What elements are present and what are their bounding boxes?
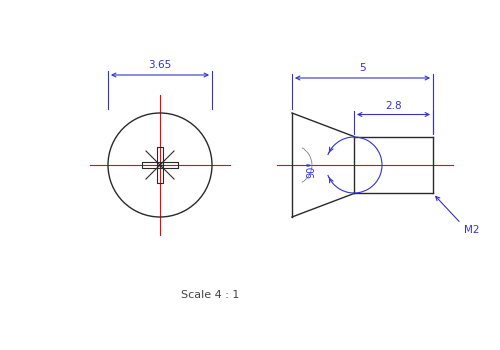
Text: 2.8: 2.8 <box>385 100 402 111</box>
Text: 3.65: 3.65 <box>148 60 172 70</box>
Text: Scale 4 : 1: Scale 4 : 1 <box>181 290 239 300</box>
Text: M2: M2 <box>464 225 479 236</box>
Text: 90°: 90° <box>306 161 316 178</box>
Text: 5: 5 <box>359 63 366 73</box>
